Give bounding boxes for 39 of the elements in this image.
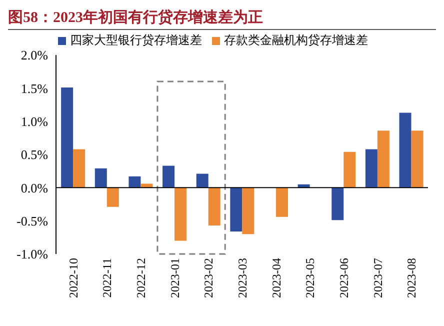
bar bbox=[106, 188, 119, 207]
bar bbox=[128, 176, 141, 188]
bar bbox=[61, 88, 74, 188]
y-tick-label: 0.5% bbox=[20, 147, 48, 162]
x-tick-label: 2022-11 bbox=[100, 258, 114, 298]
bar bbox=[411, 130, 424, 188]
bar bbox=[344, 152, 356, 188]
x-tick-label: 2022-12 bbox=[134, 258, 148, 298]
legend-label: 四家大型银行贷存增速差 bbox=[70, 33, 202, 47]
bar bbox=[276, 188, 288, 217]
bar bbox=[174, 188, 187, 241]
bar bbox=[377, 130, 390, 188]
y-tick-label: -0.5% bbox=[16, 213, 48, 228]
bar bbox=[208, 188, 220, 226]
bar bbox=[332, 188, 344, 220]
y-tick-label: 1.0% bbox=[20, 114, 48, 129]
y-tick-label: 2.0% bbox=[20, 48, 48, 63]
x-tick-label: 2023-03 bbox=[236, 258, 250, 298]
x-tick-label: 2023-01 bbox=[168, 258, 182, 298]
y-tick-label: 0.0% bbox=[20, 180, 48, 196]
bar bbox=[94, 168, 107, 188]
bar bbox=[162, 166, 175, 188]
bar bbox=[399, 112, 412, 188]
legend-label: 存款类金融机构贷存增速差 bbox=[224, 33, 368, 47]
x-tick-label: 2023-08 bbox=[404, 258, 419, 298]
x-tick-label: 2023-02 bbox=[202, 258, 216, 298]
y-tick-label: -1.0% bbox=[16, 246, 48, 262]
bar bbox=[196, 174, 208, 188]
x-tick-label: 2023-06 bbox=[336, 258, 351, 298]
x-tick-label: 2023-05 bbox=[303, 258, 318, 298]
bar bbox=[365, 149, 378, 188]
x-tick-label: 2023-07 bbox=[370, 258, 385, 298]
chart-title: 图58：2023年初国有行贷存增速差为正 bbox=[8, 8, 436, 30]
bar bbox=[73, 149, 86, 188]
bar bbox=[242, 188, 254, 234]
x-tick-label: 2023-04 bbox=[269, 258, 284, 298]
x-tick-label: 2022-10 bbox=[66, 258, 80, 298]
y-tick-label: 1.5% bbox=[20, 80, 48, 96]
bar bbox=[230, 188, 242, 232]
